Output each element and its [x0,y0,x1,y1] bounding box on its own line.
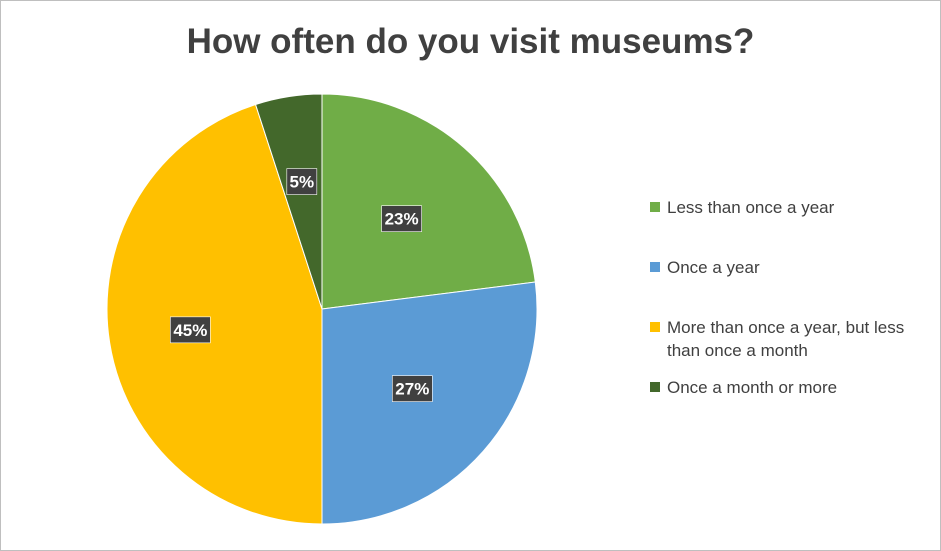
legend-swatch-more-than-once-a-year [650,322,660,332]
data-label-text: 23% [385,210,419,229]
legend-item-once-a-year: Once a year [650,256,935,279]
data-label-box [286,168,318,195]
legend-label-more-than-once-a-year: More than once a year, but less than onc… [667,318,905,360]
legend-swatch-once-a-year [650,262,660,272]
data-label-box [170,316,211,344]
data-label-box [381,205,422,232]
pie-slice-once-a-year [321,281,538,525]
data-label-once-a-month-or-more: 5% [286,168,318,195]
pie-slice-less-than-once-a-year [321,93,536,310]
chart-title: How often do you visit museums? [186,22,755,61]
data-label-text: 45% [173,321,207,340]
data-label-text: 27% [395,380,429,399]
legend-swatch-once-a-month-or-more [650,382,660,392]
legend-item-more-than-once-a-year: More than once a year, but less than onc… [650,316,935,362]
legend-swatch-less-than-once-a-year [650,202,660,212]
pie-slice-more-than-once-a-year [106,103,323,525]
legend-item-once-a-month-or-more: Once a month or more [650,376,935,399]
legend-label-once-a-month-or-more: Once a month or more [667,378,838,397]
data-label-more-than-once-a-year: 45% [170,316,211,344]
legend-label-once-a-year: Once a year [667,258,760,277]
legend-label-less-than-once-a-year: Less than once a year [667,198,835,217]
data-label-box [392,375,433,402]
legend-item-less-than-once-a-year: Less than once a year [650,196,935,219]
data-label-less-than-once-a-year: 23% [381,205,422,232]
pie-slice-once-a-month-or-more [254,93,323,310]
data-label-text: 5% [290,173,315,192]
data-label-once-a-year: 27% [392,375,433,402]
